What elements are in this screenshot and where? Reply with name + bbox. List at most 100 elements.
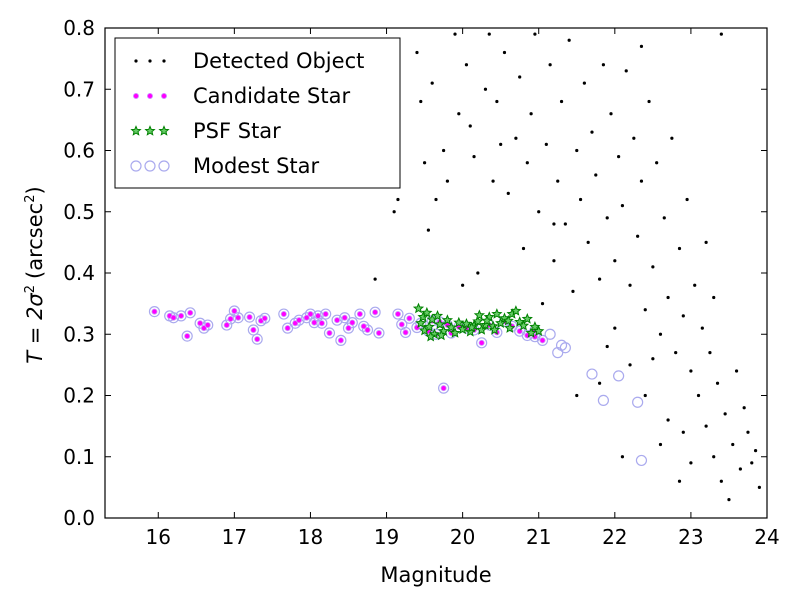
detected-object-point bbox=[468, 124, 472, 128]
candidate-star-point bbox=[315, 312, 322, 319]
legend-label: Candidate Star bbox=[193, 84, 350, 108]
detected-object-point bbox=[442, 148, 446, 153]
y-tick-label: 0.6 bbox=[63, 139, 95, 163]
modest-star-point bbox=[323, 327, 336, 339]
detected-object-point bbox=[639, 44, 644, 48]
detected-object-point bbox=[624, 69, 628, 73]
psf-star-point bbox=[412, 302, 425, 314]
legend-entry-modest-star: Modest Star bbox=[130, 154, 319, 178]
modest-star-point bbox=[181, 330, 193, 342]
detected-object-point bbox=[693, 283, 697, 287]
legend-entry-psf-star: PSF Star bbox=[130, 119, 281, 143]
legend-dot bbox=[162, 59, 166, 63]
y-tick-label: 0.3 bbox=[63, 322, 95, 346]
detected-object-point bbox=[453, 32, 457, 36]
legend-star bbox=[158, 125, 170, 136]
detected-object-point bbox=[521, 246, 526, 251]
detected-object-point bbox=[597, 381, 602, 385]
detected-object-point bbox=[681, 314, 685, 318]
candidate-star-point bbox=[292, 320, 299, 327]
x-tick-label: 19 bbox=[374, 525, 399, 549]
detected-object-point bbox=[719, 479, 723, 483]
candidate-star-point bbox=[440, 385, 447, 392]
legend-open-circle bbox=[158, 160, 170, 172]
psf-star-point bbox=[421, 306, 433, 318]
detected-object-point bbox=[719, 32, 723, 36]
detected-object-point bbox=[632, 136, 636, 140]
y-tick-label: 0.4 bbox=[63, 261, 95, 285]
detected-object-point bbox=[658, 332, 663, 336]
detected-object-point bbox=[613, 326, 617, 330]
detected-object-point bbox=[734, 369, 739, 373]
candidate-star-point bbox=[478, 339, 485, 346]
legend-star bbox=[130, 125, 142, 136]
modest-star-point bbox=[369, 306, 381, 318]
detected-object-point bbox=[750, 461, 754, 465]
modest-star-point bbox=[392, 308, 404, 320]
detected-object-point bbox=[563, 222, 567, 226]
modest-star-point bbox=[184, 307, 196, 319]
detected-object-point bbox=[742, 406, 746, 410]
detected-object-point bbox=[636, 234, 640, 238]
candidate-star-point bbox=[223, 322, 230, 329]
modest-star-point bbox=[342, 322, 355, 334]
psf-star-point bbox=[473, 309, 485, 321]
detected-object-point bbox=[552, 259, 556, 263]
legend-open-circle bbox=[144, 160, 156, 172]
psf-star-point bbox=[425, 330, 437, 342]
detected-object-point bbox=[506, 191, 510, 195]
detected-object-point bbox=[434, 197, 438, 202]
detected-object-point bbox=[461, 283, 465, 287]
detected-object-point bbox=[594, 173, 598, 177]
candidate-star-point bbox=[326, 330, 333, 337]
detected-object-point bbox=[662, 216, 666, 220]
x-tick-label: 16 bbox=[146, 525, 171, 549]
detected-object-point bbox=[415, 50, 419, 55]
modest-star-point bbox=[476, 337, 488, 349]
candidate-star-point bbox=[227, 315, 234, 322]
candidate-star-point bbox=[318, 320, 325, 327]
candidate-star-point bbox=[375, 330, 382, 337]
modest-star-point bbox=[278, 308, 290, 320]
detected-object-point bbox=[620, 204, 625, 208]
legend-dot bbox=[148, 59, 152, 63]
legend-candidate-dot bbox=[132, 93, 139, 100]
detected-object-point bbox=[655, 161, 659, 165]
psf-star-point bbox=[476, 324, 488, 335]
y-tick-label: 0.0 bbox=[63, 506, 95, 530]
x-axis-label: Magnitude bbox=[380, 563, 491, 587]
x-tick-label: 21 bbox=[526, 525, 551, 549]
data-points bbox=[148, 32, 761, 502]
candidate-star-point bbox=[334, 317, 341, 324]
detected-object-point bbox=[738, 467, 742, 471]
candidate-star-point bbox=[398, 321, 405, 328]
detected-object-point bbox=[689, 461, 693, 465]
detected-object-point bbox=[666, 295, 670, 300]
candidate-star-point bbox=[261, 315, 268, 322]
psf-star-point bbox=[449, 327, 461, 338]
detected-object-point bbox=[597, 277, 602, 281]
legend-entry-candidate-star: Candidate Star bbox=[132, 84, 350, 108]
modest-star-point bbox=[293, 314, 305, 326]
psf-star-point bbox=[495, 317, 507, 329]
detected-object-point bbox=[651, 357, 655, 361]
detected-object-point bbox=[502, 50, 507, 55]
modest-star-point bbox=[555, 339, 568, 351]
legend-marker-star bbox=[130, 125, 170, 136]
detected-object-point bbox=[590, 130, 594, 134]
psf-star-point bbox=[525, 327, 537, 338]
psf-star-point bbox=[502, 314, 514, 326]
modest-star-point bbox=[586, 368, 598, 380]
modest-star-point bbox=[438, 382, 450, 394]
candidate-star-point bbox=[170, 314, 177, 321]
candidate-star-point bbox=[246, 314, 253, 321]
detected-object-point bbox=[373, 277, 377, 281]
candidate-star-point bbox=[197, 320, 204, 327]
detected-object-point bbox=[430, 81, 434, 85]
detected-object-point bbox=[643, 308, 647, 312]
detected-object-point bbox=[670, 136, 674, 140]
psf-star-point bbox=[457, 323, 469, 335]
candidate-star-point bbox=[539, 337, 546, 344]
detected-object-point bbox=[601, 63, 606, 67]
candidate-star-point bbox=[235, 314, 242, 321]
